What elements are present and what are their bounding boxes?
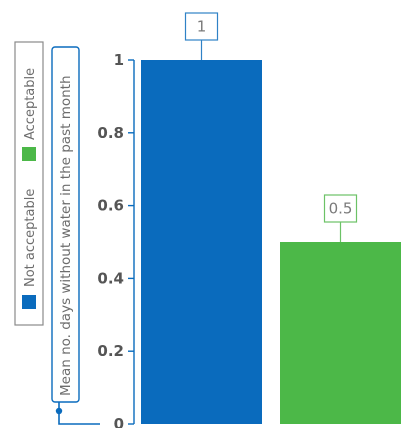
data-labels: 10.5 xyxy=(184,12,358,242)
legend-box xyxy=(14,41,44,326)
data-label: 1 xyxy=(197,18,207,36)
y-axis-label-box xyxy=(51,46,80,403)
data-label-box xyxy=(323,194,358,223)
y-tick-label: 0.8 xyxy=(97,124,124,142)
y-tick-label: 0.2 xyxy=(97,342,124,360)
y-tick-label: 0.4 xyxy=(97,269,124,287)
legend-label-acceptable: Acceptable xyxy=(23,68,38,140)
y-tick-label: 1 xyxy=(114,51,124,69)
y-axis-label: Mean no. days without water in the past … xyxy=(58,75,74,396)
y-axis-label-group: Mean no. days without water in the past … xyxy=(51,46,100,425)
legend: Not acceptable Acceptable xyxy=(14,41,44,326)
legend-swatch-not-acceptable xyxy=(22,295,36,309)
bar-not-acceptable xyxy=(141,60,262,424)
data-label: 0.5 xyxy=(329,200,353,218)
bars xyxy=(141,60,401,424)
data-label-box xyxy=(184,12,219,41)
y-axis-label-connector xyxy=(58,402,100,425)
legend-swatch-acceptable xyxy=(22,147,36,161)
y-tick-label: 0 xyxy=(114,415,124,428)
legend-label-not-acceptable: Not acceptable xyxy=(23,189,38,287)
y-tick-label: 0.6 xyxy=(97,197,124,215)
bar-acceptable xyxy=(280,242,401,424)
y-axis-ticks: 0 0.2 0.4 0.6 0.8 1 xyxy=(97,51,134,428)
y-axis-label-connector-dot xyxy=(55,407,63,415)
